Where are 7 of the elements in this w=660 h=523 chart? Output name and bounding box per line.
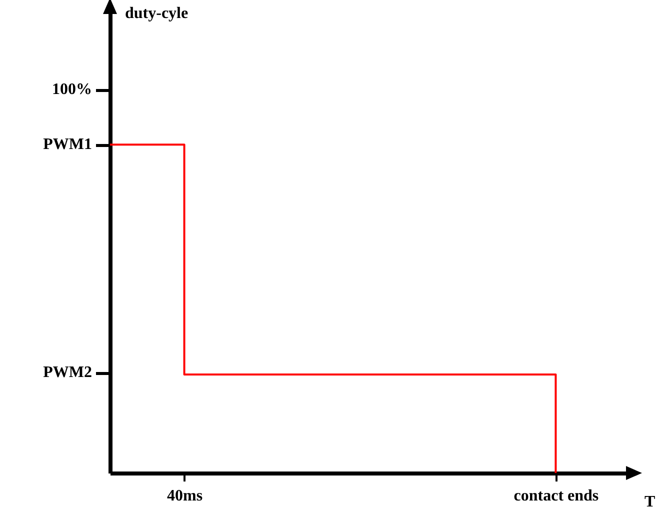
x-axis-title: T: [644, 494, 656, 510]
x-tick-label: contact ends: [514, 488, 599, 504]
text: duty-cyle: [125, 5, 188, 23]
x-tick-label: 40ms: [167, 488, 203, 504]
text: PWM2: [43, 364, 92, 382]
text: PWM1: [43, 136, 92, 154]
text: 100%: [52, 81, 92, 99]
